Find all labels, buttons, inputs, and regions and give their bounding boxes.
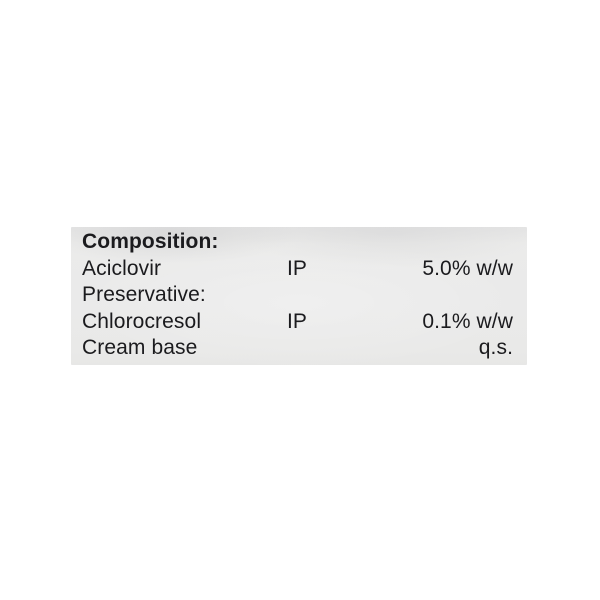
ingredient-quantity: q.s.	[478, 336, 513, 359]
pharmacopeia-standard: IP	[287, 256, 308, 280]
ingredient-name: Aciclovir	[82, 256, 162, 280]
composition-title: Composition:	[82, 230, 219, 253]
ingredient-quantity: 0.1% w/w	[422, 309, 513, 333]
composition-label-panel: Composition: Aciclovir IP 5.0% w/w Prese…	[71, 227, 527, 365]
ingredient-row-aciclovir: Aciclovir IP 5.0% w/w	[71, 256, 527, 283]
ingredient-name: Cream base	[82, 336, 198, 359]
ingredient-row-chlorocresol: Chlorocresol IP 0.1% w/w	[71, 309, 527, 336]
composition-label-text: Composition: Aciclovir IP 5.0% w/w Prese…	[71, 227, 527, 365]
ingredient-row-cream-base: Cream base q.s.	[71, 335, 527, 362]
pharmacopeia-standard: IP	[287, 309, 308, 333]
ingredient-name: Chlorocresol	[82, 309, 202, 333]
preservative-heading: Preservative:	[82, 283, 206, 306]
preservative-heading-row: Preservative:	[71, 282, 527, 309]
composition-title-row: Composition:	[71, 229, 527, 256]
ingredient-quantity: 5.0% w/w	[422, 256, 513, 280]
